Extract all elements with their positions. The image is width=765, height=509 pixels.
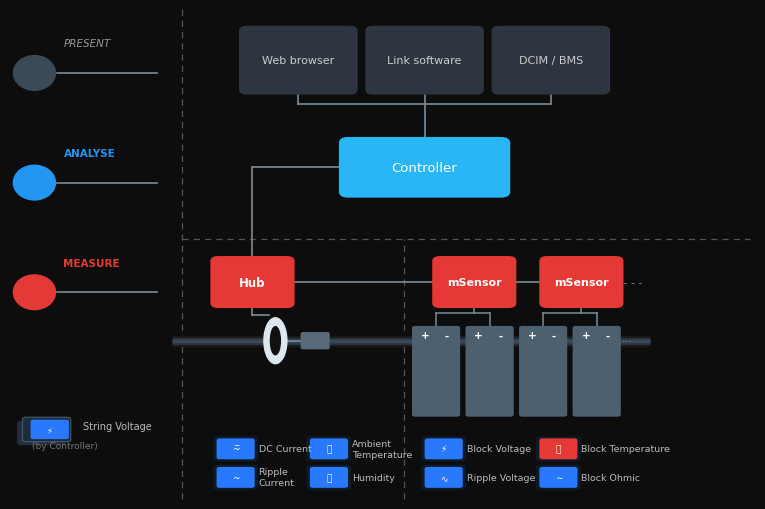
- FancyBboxPatch shape: [216, 467, 255, 488]
- FancyBboxPatch shape: [539, 257, 623, 308]
- Text: DCIM / BMS: DCIM / BMS: [519, 56, 583, 66]
- Ellipse shape: [270, 327, 280, 355]
- FancyBboxPatch shape: [425, 467, 463, 488]
- Text: -: -: [499, 331, 503, 341]
- Text: mSensor: mSensor: [447, 277, 502, 288]
- FancyBboxPatch shape: [310, 467, 348, 488]
- Text: Ripple
Current: Ripple Current: [259, 467, 295, 488]
- Text: Block Voltage: Block Voltage: [467, 444, 531, 454]
- Text: ∼: ∼: [555, 473, 562, 482]
- FancyBboxPatch shape: [310, 438, 348, 459]
- Text: Ripple Voltage: Ripple Voltage: [467, 473, 535, 482]
- FancyBboxPatch shape: [239, 26, 358, 95]
- Text: String Voltage: String Voltage: [83, 421, 151, 431]
- Text: ...: ...: [621, 333, 633, 344]
- Text: -: -: [445, 331, 449, 341]
- Text: 💧: 💧: [326, 473, 332, 482]
- FancyBboxPatch shape: [412, 326, 460, 417]
- Text: Controller: Controller: [392, 161, 457, 175]
- FancyBboxPatch shape: [422, 465, 466, 490]
- Text: -: -: [606, 331, 610, 341]
- Text: ~̅: ~̅: [232, 444, 239, 454]
- Text: MEASURE: MEASURE: [63, 258, 120, 268]
- FancyBboxPatch shape: [210, 257, 295, 308]
- Text: Web browser: Web browser: [262, 56, 334, 66]
- FancyBboxPatch shape: [301, 332, 330, 350]
- Ellipse shape: [13, 275, 55, 310]
- Text: +: +: [474, 331, 483, 341]
- FancyBboxPatch shape: [432, 257, 516, 308]
- Text: Humidity: Humidity: [352, 473, 395, 482]
- Text: Link software: Link software: [387, 56, 462, 66]
- Text: ∿: ∿: [440, 473, 448, 482]
- FancyBboxPatch shape: [539, 438, 578, 459]
- Text: ~: ~: [232, 473, 239, 482]
- Text: Ambient
Temperature: Ambient Temperature: [352, 439, 412, 459]
- FancyBboxPatch shape: [213, 436, 258, 462]
- Text: - - -: - - -: [620, 277, 642, 288]
- Text: +: +: [421, 331, 429, 341]
- Text: +: +: [528, 331, 536, 341]
- FancyBboxPatch shape: [213, 465, 258, 490]
- FancyBboxPatch shape: [307, 436, 351, 462]
- FancyBboxPatch shape: [339, 137, 510, 198]
- Text: ⚡: ⚡: [441, 444, 447, 454]
- Text: 🌡: 🌡: [555, 444, 562, 454]
- FancyBboxPatch shape: [572, 326, 621, 417]
- FancyBboxPatch shape: [536, 436, 581, 462]
- FancyBboxPatch shape: [17, 421, 65, 445]
- Text: Block Ohmic: Block Ohmic: [581, 473, 640, 482]
- FancyBboxPatch shape: [491, 26, 610, 95]
- FancyBboxPatch shape: [366, 26, 484, 95]
- Text: PRESENT: PRESENT: [63, 39, 111, 49]
- FancyBboxPatch shape: [216, 438, 255, 459]
- FancyBboxPatch shape: [422, 436, 466, 462]
- Text: 🌡: 🌡: [326, 444, 332, 454]
- Ellipse shape: [264, 318, 287, 364]
- Text: +: +: [581, 331, 590, 341]
- Text: -: -: [552, 331, 556, 341]
- FancyBboxPatch shape: [536, 465, 581, 490]
- Text: (by Controller): (by Controller): [32, 441, 98, 450]
- FancyBboxPatch shape: [465, 326, 514, 417]
- Text: Block Temperature: Block Temperature: [581, 444, 670, 454]
- Text: DC Current: DC Current: [259, 444, 311, 454]
- FancyBboxPatch shape: [539, 467, 578, 488]
- FancyBboxPatch shape: [519, 326, 568, 417]
- Ellipse shape: [13, 56, 55, 91]
- Text: mSensor: mSensor: [554, 277, 609, 288]
- Text: ANALYSE: ANALYSE: [63, 149, 116, 159]
- FancyBboxPatch shape: [31, 420, 69, 439]
- FancyBboxPatch shape: [425, 438, 463, 459]
- Ellipse shape: [13, 166, 55, 201]
- Text: ⚡: ⚡: [47, 425, 53, 434]
- Text: Hub: Hub: [239, 276, 265, 289]
- FancyBboxPatch shape: [307, 465, 351, 490]
- FancyBboxPatch shape: [23, 417, 70, 442]
